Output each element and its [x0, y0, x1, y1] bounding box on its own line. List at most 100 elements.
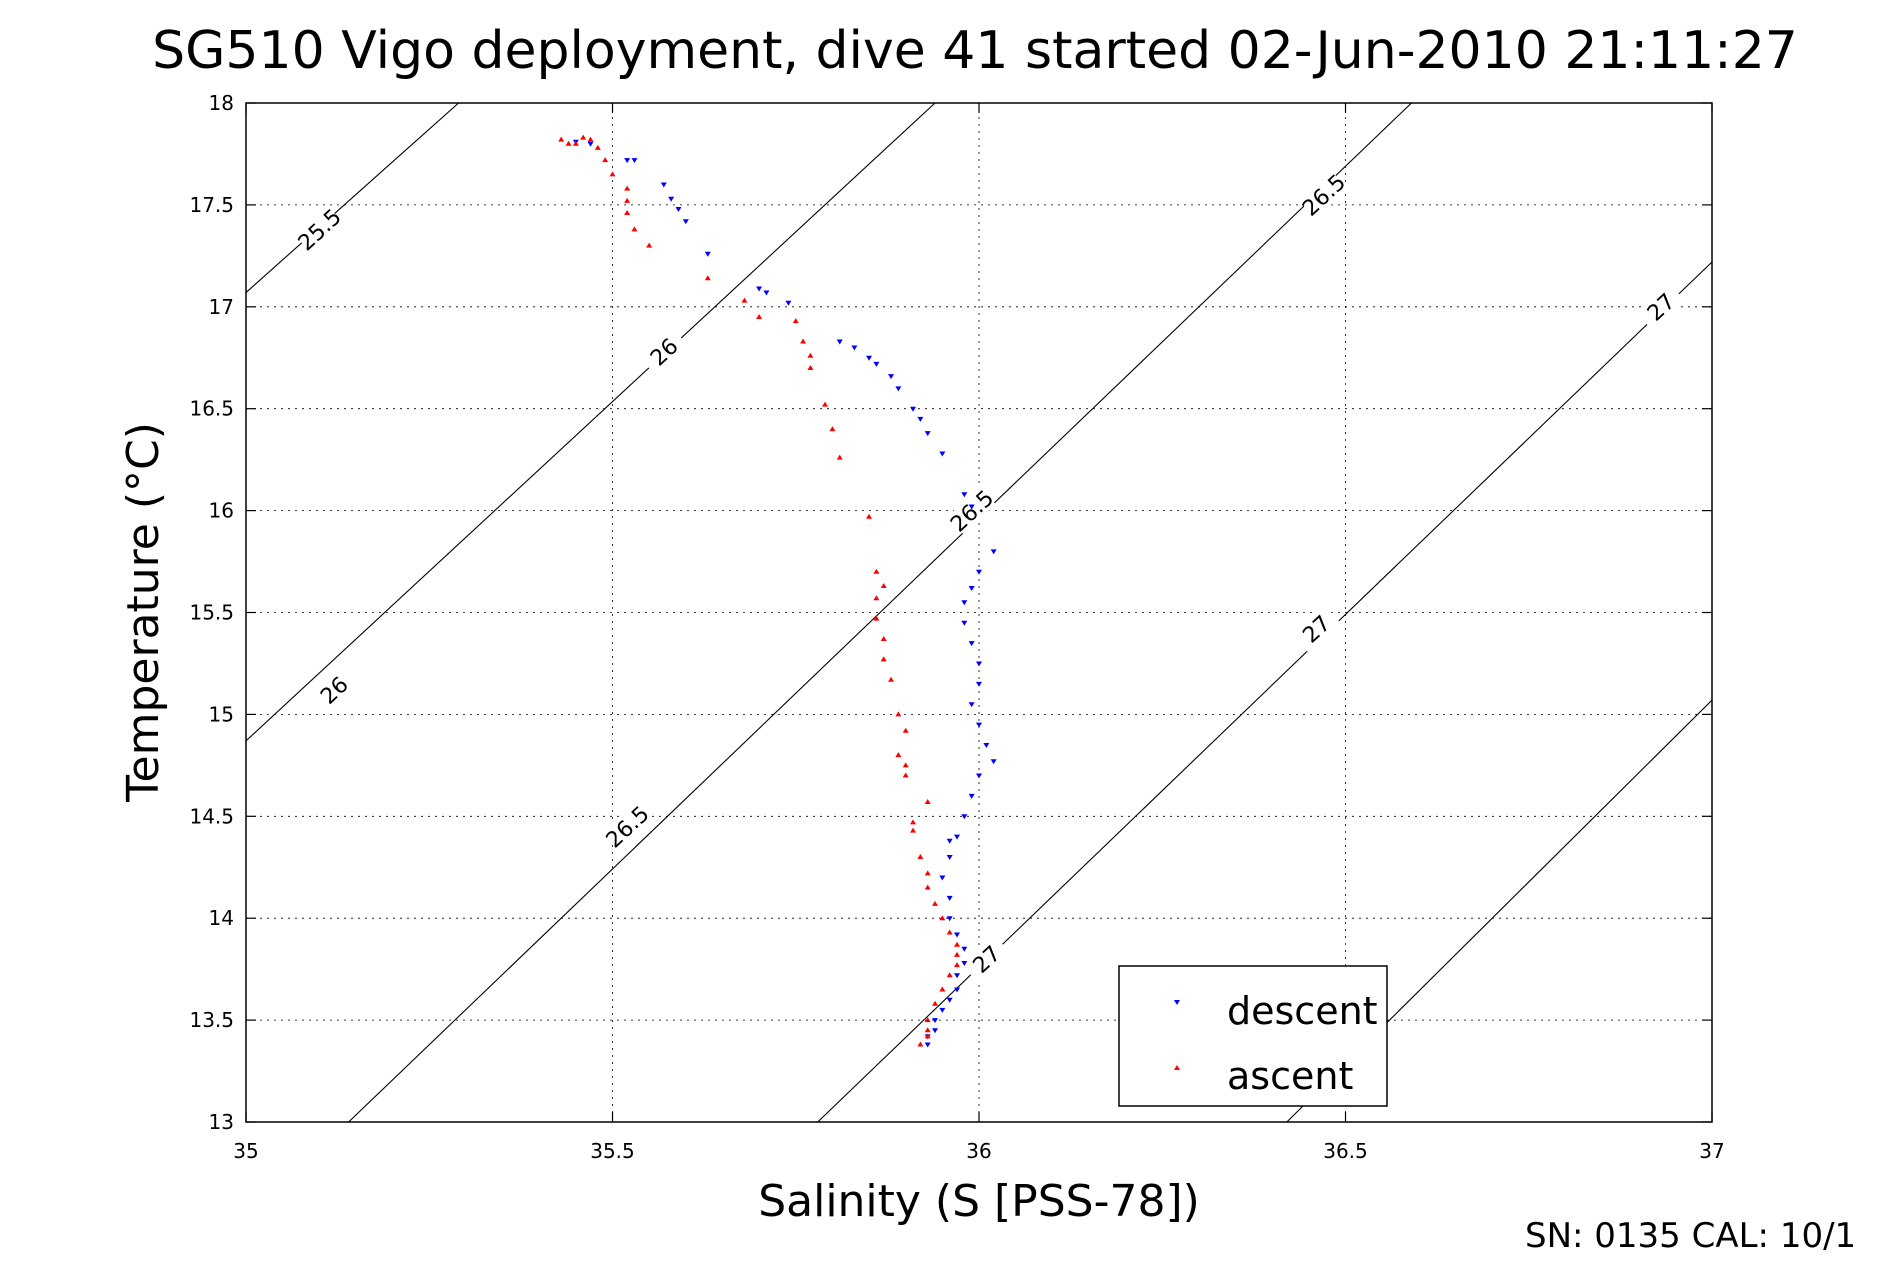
x-tick-label: 37 [1699, 1139, 1724, 1163]
descent-point [961, 946, 968, 952]
density-contour-label: 25.5 [294, 205, 347, 257]
descent-point [939, 451, 946, 457]
y-tick-label: 16 [209, 499, 234, 523]
ascent-point [902, 772, 909, 778]
ascent-point [866, 513, 873, 519]
contour-label-bg [309, 666, 359, 714]
descent-point [990, 549, 997, 555]
ascent-point [565, 140, 572, 146]
ascent-point [880, 635, 887, 641]
descent-point [976, 722, 982, 728]
y-tick-label: 15.5 [189, 601, 234, 625]
ascent-point [822, 401, 829, 407]
descent-point [990, 759, 997, 765]
ascent-point [873, 568, 880, 574]
descent-point [895, 386, 902, 392]
descent-point [939, 1007, 946, 1013]
ascent-point [807, 352, 814, 358]
descent-point [954, 973, 961, 979]
ascent-point [946, 972, 953, 978]
x-tick-label: 35 [233, 1139, 258, 1163]
descent-point [961, 961, 968, 967]
ascent-point [609, 171, 616, 177]
density-contour-line [348, 102, 1412, 1123]
ascent-point [624, 210, 631, 216]
ascent-point [631, 226, 638, 232]
descent-point [976, 681, 982, 687]
contour-label-bg [1291, 605, 1341, 653]
descent-point [983, 742, 990, 748]
ascent-point [792, 318, 799, 324]
density-contour-label: 26.5 [602, 802, 655, 854]
descent-point [946, 895, 953, 901]
ascent-point [954, 951, 961, 957]
descent-point [968, 702, 975, 708]
descent-point [932, 1028, 939, 1034]
descent-point [954, 834, 961, 840]
legend-label-descent: descent [1227, 989, 1378, 1033]
descent-point [946, 855, 953, 861]
ascent-point [924, 799, 931, 805]
contour-label-bg [639, 327, 689, 376]
ascent-point [580, 134, 587, 140]
y-tick-label: 18 [209, 91, 234, 115]
x-tick-label: 36 [966, 1139, 991, 1163]
ascent-point [924, 1017, 931, 1023]
descent-point [917, 416, 924, 422]
ascent-point [873, 595, 880, 601]
descent-point [976, 569, 982, 575]
descent-point [624, 158, 631, 164]
descent-point [704, 251, 711, 257]
footer-serial-calibration: SN: 0135 CAL: 10/1 [1525, 1216, 1856, 1256]
legend: descent ascent [1118, 965, 1388, 1107]
y-tick-label: 15 [209, 702, 234, 726]
descent-point [954, 932, 961, 938]
ascent-point [880, 583, 887, 589]
ascent-point [939, 986, 946, 992]
descent-point [976, 773, 982, 779]
descent-point [946, 997, 953, 1003]
y-tick-label: 14 [209, 906, 234, 930]
y-tick-label: 13.5 [189, 1008, 234, 1032]
ascent-point [646, 242, 653, 248]
descent-point [961, 620, 968, 626]
ascent-point [910, 827, 917, 833]
descent-point [836, 339, 843, 345]
chart-title: SG510 Vigo deployment, dive 41 started 0… [152, 21, 1798, 81]
descent-point [873, 361, 880, 367]
legend-marker-descent [1174, 1000, 1180, 1005]
descent-point [968, 504, 975, 510]
ascent-point [741, 297, 748, 303]
ascent-point [829, 426, 836, 432]
descent-point [763, 290, 770, 296]
y-tick-label: 16.5 [189, 397, 234, 421]
y-tick-label: 14.5 [189, 804, 234, 828]
ascent-point [917, 854, 924, 860]
density-contour-line [817, 261, 1713, 1123]
x-tick-label: 35.5 [590, 1139, 635, 1163]
descent-point [675, 206, 682, 212]
descent-point [756, 286, 763, 292]
contour-label-bg [962, 935, 1011, 983]
ascent-point [624, 185, 631, 191]
descent-point [968, 641, 975, 647]
x-axis-label: Salinity (S [PSS-78]) [758, 1176, 1200, 1227]
descent-point [660, 182, 667, 188]
ascent-point [836, 454, 843, 460]
density-contour-line [245, 102, 936, 742]
descent-point [968, 793, 975, 799]
legend-box [1118, 965, 1388, 1107]
grid-lines [246, 103, 1712, 1122]
ascent-point [880, 656, 887, 662]
ascent-point [946, 929, 953, 935]
density-contour-line [245, 102, 459, 293]
ascent-point [704, 275, 711, 281]
ascent-point [924, 1027, 931, 1033]
legend-label-ascent: ascent [1227, 1054, 1353, 1098]
ascent-point [756, 313, 763, 319]
descent-point [961, 492, 968, 498]
ascent-point [954, 941, 961, 947]
descent-point [968, 586, 975, 592]
ascent-point [594, 144, 601, 150]
